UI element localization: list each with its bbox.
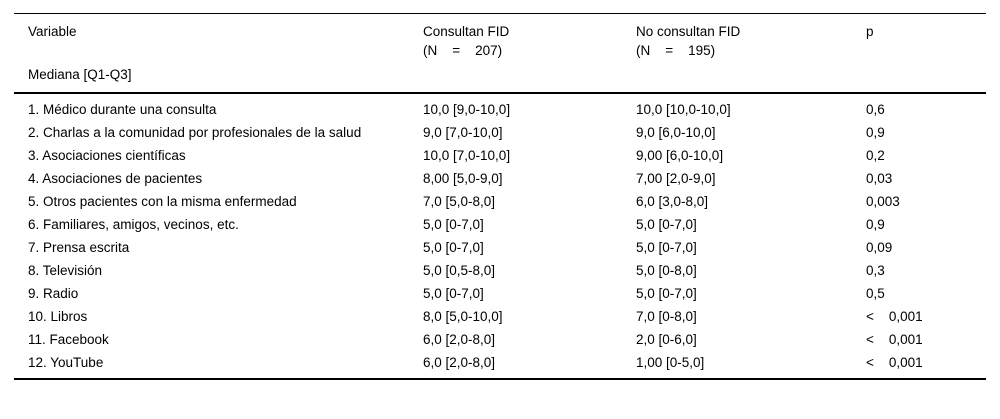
cell-p: 0,09: [866, 240, 893, 255]
table-row: 6. Familiares, amigos, vecinos, etc. 5,0…: [14, 213, 986, 236]
table-row: 12. YouTube 6,0 [2,0-8,0] 1,00 [0-5,0] <…: [14, 351, 986, 379]
cell-group1: 6,0 [2,0-8,0]: [423, 355, 496, 370]
cell-variable: 11. Facebook: [28, 332, 109, 347]
cell-group2: 9,0 [6,0-10,0]: [636, 125, 716, 140]
table-row: 11. Facebook 6,0 [2,0-8,0] 2,0 [0-6,0] <…: [14, 328, 986, 351]
cell-variable: 6. Familiares, amigos, vecinos, etc.: [28, 217, 239, 232]
cell-variable: 7. Prensa escrita: [28, 240, 130, 255]
table-row: 5. Otros pacientes con la misma enfermed…: [14, 190, 986, 213]
col-header-variable: Variable Mediana [Q1-Q3]: [14, 14, 423, 94]
cell-group2: 7,00 [2,0-9,0]: [636, 171, 716, 186]
cell-group1: 5,0 [0-7,0]: [423, 286, 484, 301]
cell-group2: 5,0 [0-7,0]: [636, 217, 697, 232]
cell-p: < 0,001: [866, 309, 923, 324]
cell-group2: 9,00 [6,0-10,0]: [636, 148, 724, 163]
cell-group1: 5,0 [0,5-8,0]: [423, 263, 496, 278]
cell-variable: 10. Libros: [28, 309, 88, 324]
cell-group2: 1,00 [0-5,0]: [636, 355, 705, 370]
cell-variable: 8. Televisión: [28, 263, 103, 278]
table-row: 2. Charlas a la comunidad por profesiona…: [14, 121, 986, 144]
table-row: 8. Televisión 5,0 [0,5-8,0] 5,0 [0-8,0] …: [14, 259, 986, 282]
cell-group2: 5,0 [0-8,0]: [636, 263, 697, 278]
cell-variable: 2. Charlas a la comunidad por profesiona…: [28, 125, 362, 140]
cell-variable: 9. Radio: [28, 286, 79, 301]
table-row: 7. Prensa escrita 5,0 [0-7,0] 5,0 [0-7,0…: [14, 236, 986, 259]
cell-group1: 8,00 [5,0-9,0]: [423, 171, 503, 186]
col-header-group1: Consultan FID (N = 207): [423, 14, 636, 94]
cell-variable: 4. Asociaciones de pacientes: [28, 171, 203, 186]
col-header-group1-title: Consultan FID: [423, 24, 510, 39]
col-header-variable-label: Variable: [28, 24, 77, 39]
cell-group1: 5,0 [0-7,0]: [423, 240, 484, 255]
cell-group1: 10,0 [9,0-10,0]: [423, 102, 511, 117]
paper-table-container: Variable Mediana [Q1-Q3] Consultan FID (…: [14, 13, 986, 380]
col-subheader-mediana: Mediana [Q1-Q3]: [28, 67, 132, 82]
col-header-group2: No consultan FID (N = 195): [636, 14, 866, 94]
cell-group2: 5,0 [0-7,0]: [636, 286, 697, 301]
cell-group1: 9,0 [7,0-10,0]: [423, 125, 503, 140]
cell-p: 0,9: [866, 125, 885, 140]
table-row: 9. Radio 5,0 [0-7,0] 5,0 [0-7,0] 0,5: [14, 282, 986, 305]
cell-group1: 5,0 [0-7,0]: [423, 217, 484, 232]
cell-p: 0,003: [866, 194, 900, 209]
cell-group1: 6,0 [2,0-8,0]: [423, 332, 496, 347]
cell-group2: 6,0 [3,0-8,0]: [636, 194, 709, 209]
statistics-table: Variable Mediana [Q1-Q3] Consultan FID (…: [14, 13, 986, 380]
col-header-group1-n: (N = 207): [423, 43, 503, 58]
table-row: 4. Asociaciones de pacientes 8,00 [5,0-9…: [14, 167, 986, 190]
cell-p: < 0,001: [866, 355, 923, 370]
table-header-row: Variable Mediana [Q1-Q3] Consultan FID (…: [14, 14, 986, 94]
cell-group2: 7,0 [0-8,0]: [636, 309, 697, 324]
cell-group2: 2,0 [0-6,0]: [636, 332, 697, 347]
cell-p: 0,3: [866, 263, 885, 278]
cell-group2: 10,0 [10,0-10,0]: [636, 102, 731, 117]
cell-group2: 5,0 [0-7,0]: [636, 240, 697, 255]
cell-variable: 5. Otros pacientes con la misma enfermed…: [28, 194, 297, 209]
cell-p: 0,2: [866, 148, 885, 163]
cell-p: 0,6: [866, 102, 885, 117]
cell-group1: 7,0 [5,0-8,0]: [423, 194, 496, 209]
col-header-group2-n: (N = 195): [636, 43, 716, 58]
cell-variable: 1. Médico durante una consulta: [28, 102, 217, 117]
cell-p: 0,03: [866, 171, 893, 186]
col-header-group2-title: No consultan FID: [636, 24, 741, 39]
cell-variable: 12. YouTube: [28, 355, 104, 370]
table-row: 3. Asociaciones científicas 10,0 [7,0-10…: [14, 144, 986, 167]
cell-p: 0,5: [866, 286, 885, 301]
cell-p: < 0,001: [866, 332, 923, 347]
cell-variable: 3. Asociaciones científicas: [28, 148, 186, 163]
col-header-p: p: [866, 24, 874, 39]
cell-group1: 10,0 [7,0-10,0]: [423, 148, 511, 163]
cell-group1: 8,0 [5,0-10,0]: [423, 309, 503, 324]
table-row: 10. Libros 8,0 [5,0-10,0] 7,0 [0-8,0] < …: [14, 305, 986, 328]
cell-p: 0,9: [866, 217, 885, 232]
table-row: 1. Médico durante una consulta 10,0 [9,0…: [14, 93, 986, 121]
